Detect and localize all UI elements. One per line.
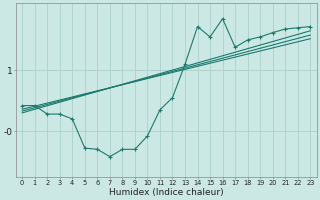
X-axis label: Humidex (Indice chaleur): Humidex (Indice chaleur)	[109, 188, 224, 197]
